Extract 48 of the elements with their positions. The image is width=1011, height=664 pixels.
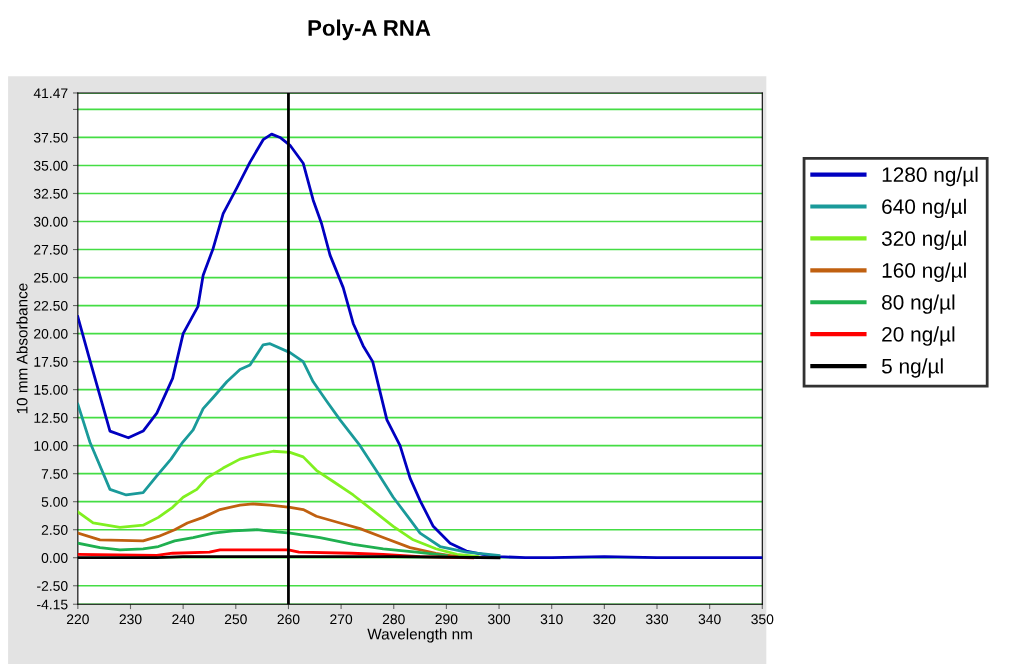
line-series xyxy=(77,502,459,558)
chart-title: Poly-A RNA xyxy=(308,19,431,41)
y-tick-label: 35.00 xyxy=(33,160,68,171)
x-tick-label: 230 xyxy=(119,614,142,625)
legend-label: 20 ng/µl xyxy=(882,326,955,346)
x-tick-label: 330 xyxy=(645,614,669,625)
y-tick-label: 15.00 xyxy=(34,384,68,395)
x-tick-label: 270 xyxy=(330,614,353,625)
y-tick-label: 22.50 xyxy=(34,300,68,311)
y-tick-label: 5.00 xyxy=(41,497,68,507)
legend-label: 80 ng/µl xyxy=(882,294,955,314)
y-tick-label: 0.00 xyxy=(41,553,68,563)
line-series xyxy=(77,449,480,558)
x-tick-label: 220 xyxy=(66,614,89,625)
x-tick-label: 310 xyxy=(540,614,563,625)
y-tick-label: 32.50 xyxy=(33,188,68,199)
y-tick-label: 41.47 xyxy=(33,88,68,98)
y-tick-label: 7.50 xyxy=(41,469,68,479)
legend-label: 160 ng/µl xyxy=(882,262,966,282)
line-series xyxy=(77,528,448,557)
x-tick-label: 340 xyxy=(698,614,721,625)
line-series xyxy=(77,342,501,557)
x-tick-label: 260 xyxy=(277,614,300,625)
y-tick-label: 25.00 xyxy=(34,272,68,283)
y-tick-label: 10.00 xyxy=(34,440,68,451)
legend-label: 320 ng/µl xyxy=(881,230,966,251)
legend-label: 1280 ng/µl xyxy=(882,166,978,187)
y-tick-label: -4.15 xyxy=(37,599,68,610)
legend-label: 640 ng/µl xyxy=(882,198,966,219)
x-tick-label: 250 xyxy=(224,614,247,625)
line-series xyxy=(77,132,763,560)
x-tick-label: 350 xyxy=(751,614,774,625)
y-tick-label: 30.00 xyxy=(33,216,68,227)
x-tick-label: 240 xyxy=(172,614,195,625)
y-axis-title: 10 mm Absorbance xyxy=(16,283,28,414)
y-tick-label: 2.50 xyxy=(41,525,68,535)
y-tick-label: 27.50 xyxy=(34,244,68,255)
y-tick-label: 20.00 xyxy=(34,328,68,339)
x-tick-label: 300 xyxy=(487,614,511,625)
y-tick-label: 12.50 xyxy=(34,412,68,423)
y-tick-label: -2.50 xyxy=(37,581,68,591)
x-axis-title: Wavelength nm xyxy=(367,628,472,643)
y-tick-label: 37.50 xyxy=(33,132,68,143)
legend-label: 5 ng/µl xyxy=(881,358,943,378)
x-tick-label: 320 xyxy=(593,614,616,625)
x-tick-label: 280 xyxy=(382,614,405,625)
x-tick-label: 290 xyxy=(435,614,458,625)
y-tick-label: 17.50 xyxy=(34,356,68,367)
